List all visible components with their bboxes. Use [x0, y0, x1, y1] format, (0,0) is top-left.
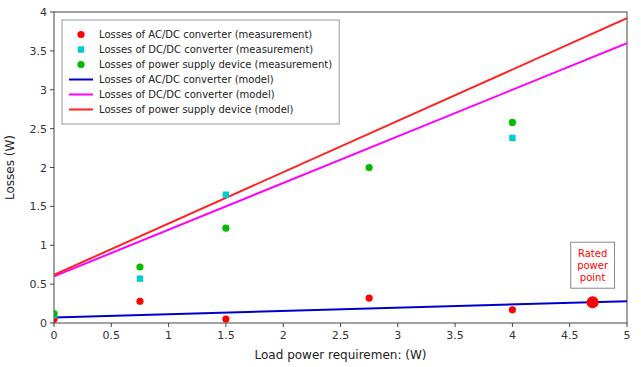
measurement-point — [137, 275, 143, 281]
x-tick-label: 3 — [394, 329, 401, 342]
legend-handle — [69, 79, 93, 81]
measurement-point — [136, 298, 143, 305]
x-tick-label: 1 — [165, 329, 172, 342]
measurement-point — [509, 135, 515, 141]
x-tick — [627, 323, 628, 327]
marks — [54, 18, 627, 322]
y-tick — [50, 284, 54, 285]
annotation-box — [571, 242, 615, 288]
y-tick-label: 3.5 — [30, 45, 48, 58]
annotation-line: point — [580, 272, 606, 283]
x-tick — [340, 323, 341, 327]
legend-label: Losses of DC/DC converter (model) — [99, 89, 275, 100]
legend-handle — [78, 46, 84, 52]
model-line — [54, 43, 627, 276]
measurement-point — [222, 225, 229, 232]
y-axis-label: Losses (W) — [3, 135, 17, 200]
x-tick-label: 2.5 — [332, 329, 350, 342]
model-line — [54, 18, 627, 275]
legend-label: Losses of DC/DC converter (measurement) — [99, 44, 313, 55]
annotation-line: power — [577, 260, 609, 271]
x-tick-label: 0 — [51, 329, 58, 342]
measurement-point — [222, 316, 229, 323]
y-tick-label: 4 — [40, 6, 47, 19]
y-tick — [50, 50, 54, 51]
plot-frame — [54, 12, 627, 323]
legend-label: Losses of power supply device (model) — [99, 104, 294, 115]
annotation-line: Rated — [578, 248, 607, 259]
x-tick — [168, 323, 169, 327]
x-tick-label: 4 — [509, 329, 516, 342]
x-tick — [111, 323, 112, 327]
axes: 0 0.5 1 1.5 2 2.5 3 3.5 4 4.5 5 0 0.5 1 1.5 2 2.5 3 3.5 4 — [30, 6, 631, 342]
measurement-point — [223, 192, 229, 198]
measurement-point — [509, 306, 516, 313]
y-tick-label: 0.5 — [30, 278, 48, 291]
legend: Losses of AC/DC converter (measurement) L… — [62, 20, 339, 124]
x-tick-label: 5 — [624, 329, 631, 342]
y-tick — [50, 245, 54, 246]
y-tick-label: 2 — [40, 162, 47, 175]
legend-handle — [69, 94, 93, 96]
y-tick-label: 1.5 — [30, 200, 48, 213]
x-tick-label: 1.5 — [217, 329, 235, 342]
x-tick — [225, 323, 226, 327]
legend-handle — [69, 109, 93, 111]
chart: 0 0.5 1 1.5 2 2.5 3 3.5 4 4.5 5 0 0.5 1 1.5 2 2.5 3 3.5 4 Lo… — [0, 0, 641, 367]
x-tick-label: 0.5 — [103, 329, 121, 342]
legend-label: Losses of power supply device (measureme… — [99, 59, 332, 70]
legend-frame — [62, 20, 339, 124]
x-axis-label: Load power requiremen: (W) — [255, 348, 427, 362]
y-tick — [50, 323, 54, 324]
measurement-point — [136, 263, 143, 270]
rated-point — [587, 296, 599, 308]
x-tick — [283, 323, 284, 327]
legend-label: Losses of AC/DC converter (measurement) — [99, 29, 312, 40]
legend-handle — [77, 61, 84, 68]
measurement-point — [509, 119, 516, 126]
x-tick — [512, 323, 513, 327]
x-tick-label: 4.5 — [561, 329, 579, 342]
annotation: Ratedpowerpoint — [571, 242, 615, 288]
y-tick — [50, 128, 54, 129]
y-tick — [50, 167, 54, 168]
plot-area — [54, 12, 627, 323]
measurement-point — [366, 164, 373, 171]
y-tick-label: 1 — [40, 239, 47, 252]
x-tick-label: 3.5 — [446, 329, 464, 342]
x-tick-label: 2 — [280, 329, 287, 342]
x-tick — [455, 323, 456, 327]
y-tick-label: 3 — [40, 84, 47, 97]
x-tick — [54, 323, 55, 327]
legend-label: Losses of AC/DC converter (model) — [99, 74, 274, 85]
y-tick-label: 2.5 — [30, 123, 48, 136]
legend-handle — [77, 31, 84, 38]
measurement-point — [366, 295, 373, 302]
measurement-point — [54, 310, 58, 317]
x-tick — [569, 323, 570, 327]
x-tick — [397, 323, 398, 327]
annotation-text: Ratedpowerpoint — [577, 248, 609, 283]
y-tick — [50, 12, 54, 13]
y-tick-label: 0 — [40, 317, 47, 330]
y-tick — [50, 206, 54, 207]
y-tick — [50, 89, 54, 90]
legend-items: Losses of AC/DC converter (measurement) L… — [69, 29, 332, 115]
